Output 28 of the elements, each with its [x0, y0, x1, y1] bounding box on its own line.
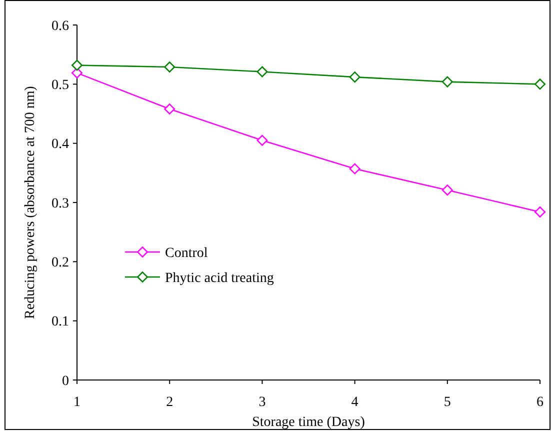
y-tick-label: 0.6	[52, 18, 69, 34]
y-tick-label: 0.1	[52, 314, 69, 330]
point	[349, 163, 360, 174]
point	[534, 206, 546, 218]
x-tick-label: 2	[166, 395, 174, 410]
y-tick-label: 0.4	[52, 137, 69, 152]
point	[164, 104, 176, 115]
y-tick-label: 0.5	[52, 78, 69, 94]
y-axis-title: Reducing powers (absorbance at 700 nm)	[23, 86, 38, 319]
point	[442, 76, 453, 88]
x-tick-label: 5	[444, 395, 451, 410]
point	[349, 72, 360, 83]
point	[534, 78, 546, 90]
x-axis-title: Storage time (Days)	[252, 415, 366, 430]
x-tick-label: 1	[74, 395, 80, 410]
point	[256, 66, 268, 78]
x-tick-label: 3	[258, 395, 266, 410]
y-tick-label: 0.3	[52, 196, 69, 212]
point	[256, 134, 268, 146]
y-tick-label: 0.2	[52, 256, 69, 271]
x-tick-label: 4	[351, 395, 358, 410]
x-tick-label: 6	[536, 395, 544, 410]
legend-label: Phytic acid treating	[165, 270, 274, 286]
point	[72, 60, 82, 71]
point	[442, 184, 453, 196]
y-tick-label: 0	[62, 374, 69, 389]
legend-label: Control	[165, 246, 208, 261]
point	[164, 62, 176, 73]
